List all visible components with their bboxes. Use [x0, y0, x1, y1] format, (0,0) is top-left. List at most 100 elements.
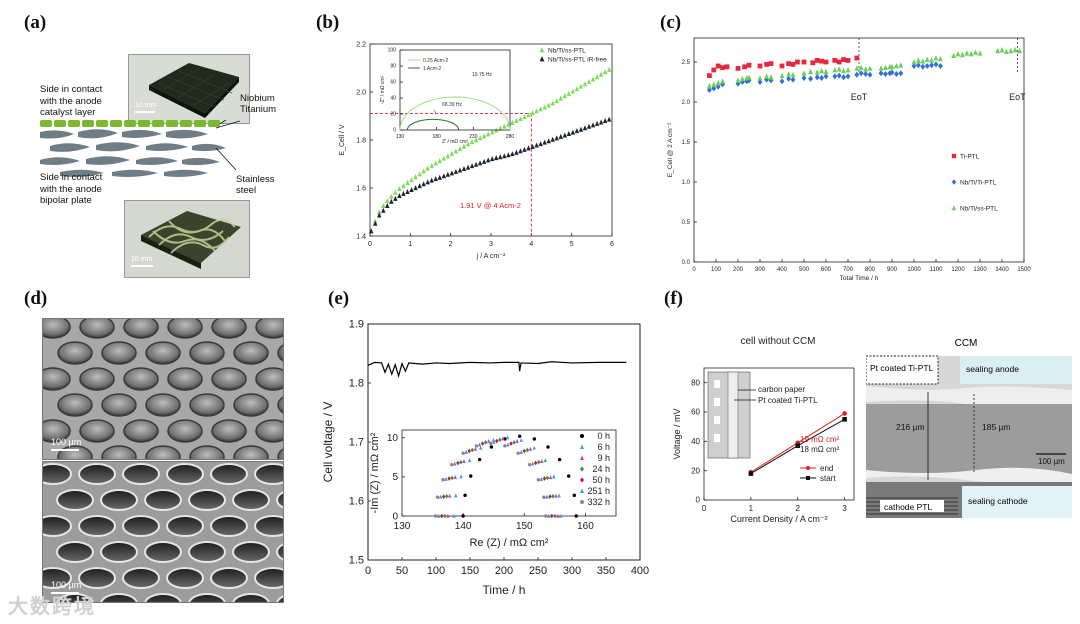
- sem-top-hole: [123, 319, 159, 339]
- f-ytick-label: 40: [691, 437, 700, 446]
- c-point: [883, 71, 888, 77]
- panel-label-c: (c): [660, 12, 682, 33]
- c-point: [715, 63, 721, 69]
- b-point: [570, 88, 576, 94]
- panel-label-d: (d): [24, 288, 48, 309]
- sem-bottom-hole: [166, 567, 204, 589]
- sem-top-hole: [101, 445, 137, 459]
- e-inset-series-2: [446, 436, 560, 518]
- f-ytick-label: 60: [691, 408, 700, 417]
- f-label-carbon-paper: carbon paper: [758, 385, 805, 394]
- sem-image-bottom: 100 µm: [42, 461, 284, 603]
- b-point: [550, 136, 555, 142]
- label-216um: 216 µm: [896, 422, 925, 432]
- e-inset-legend-label: 0 h: [597, 431, 610, 441]
- sem-bottom-hole: [144, 489, 182, 511]
- c-point: [707, 83, 712, 89]
- c-point: [977, 50, 983, 56]
- e-inset-point: [467, 458, 472, 463]
- b-point: [465, 164, 471, 170]
- b-point: [481, 133, 487, 139]
- sem-top-hole: [43, 367, 71, 391]
- b-point: [490, 129, 495, 135]
- b-point: [502, 123, 507, 129]
- b-point: [494, 155, 499, 161]
- sem-bottom-hole: [122, 567, 160, 589]
- c-point: [768, 74, 774, 80]
- e-inset-series-0: [461, 434, 578, 518]
- b-point: [590, 76, 596, 82]
- e-inset-point: [516, 451, 520, 455]
- sem-top-hole: [145, 393, 181, 417]
- c-point: [867, 71, 873, 78]
- sem-scale-label-top: 100 µm: [51, 437, 81, 447]
- c-point: [854, 65, 860, 71]
- e-inset-point: [491, 437, 496, 442]
- b-point: [490, 156, 495, 162]
- c-ytick-label: 2.5: [682, 60, 691, 66]
- e-inset-point: [495, 438, 499, 444]
- b-point: [534, 142, 539, 148]
- b-point: [586, 123, 592, 129]
- e-inset-xtick-label: 150: [516, 521, 533, 532]
- sem-bottom-hole: [188, 593, 226, 602]
- c-point: [1004, 48, 1009, 54]
- e-inset-point: [556, 513, 560, 518]
- e-main-xlabel: Time / h: [483, 583, 526, 597]
- b-inset-ytick-label: 0: [393, 128, 396, 134]
- b-point: [377, 212, 382, 218]
- c-point: [832, 58, 838, 63]
- b-series-0: [369, 66, 612, 234]
- c-point: [711, 67, 717, 73]
- c-point: [757, 79, 763, 85]
- c-point: [786, 75, 791, 82]
- b-inset-legend-label: 1 Acm-2: [423, 66, 442, 72]
- b-point: [526, 112, 531, 118]
- e-inset-point: [459, 474, 463, 479]
- sem-top-hole: [233, 393, 269, 417]
- e-inset-legend-marker: [580, 455, 584, 460]
- sem-bottom-hole: [254, 515, 283, 537]
- sem-top-hole: [211, 367, 247, 391]
- c-point: [823, 73, 829, 80]
- c-point: [883, 64, 888, 70]
- b-inset-xlabel: Z' / mΩ cm²: [442, 139, 468, 145]
- sem-top-hole: [123, 367, 159, 391]
- e-inset-point: [441, 494, 446, 499]
- b-inset-freq-2: 68.39 Hz: [442, 102, 463, 108]
- e-main-ytick-label: 1.8: [349, 378, 364, 390]
- c-point: [878, 65, 884, 71]
- b-point: [578, 126, 584, 132]
- b-point: [542, 104, 547, 110]
- b-inset-xtick-label: 180: [432, 134, 441, 140]
- e-inset-point: [467, 448, 471, 454]
- e-inset-point: [557, 493, 561, 498]
- c-point: [786, 71, 791, 77]
- c-xtick-label: 0: [692, 267, 696, 273]
- c-xtick-label: 1300: [973, 267, 987, 273]
- sem-top-hole: [167, 367, 203, 391]
- c-point: [898, 62, 904, 68]
- c-point: [795, 59, 800, 65]
- c-xtick-label: 200: [733, 267, 744, 273]
- b-point: [413, 174, 418, 180]
- c-point: [933, 61, 939, 68]
- sem-top-hole: [189, 341, 225, 365]
- b-main-xtick-label: 6: [610, 241, 614, 248]
- b-point: [461, 166, 467, 172]
- sem-top-hole: [233, 445, 269, 459]
- e-inset-point: [462, 459, 466, 464]
- sem-top-hole: [277, 396, 283, 414]
- e-inset-legend-marker: [580, 466, 584, 472]
- c-point: [968, 51, 974, 57]
- sem-top-hole: [79, 319, 115, 339]
- e-main-xtick-label: 50: [396, 565, 408, 577]
- e-inset-point: [533, 460, 538, 466]
- label-sealing-anode: sealing anode: [966, 364, 1019, 374]
- f-ytick-label: 0: [696, 496, 701, 505]
- c-point: [916, 57, 921, 63]
- f-ytick-label: 80: [691, 378, 700, 387]
- sem-top-hole: [79, 419, 115, 443]
- c-point: [973, 49, 978, 55]
- b-inset-legend-label: 0.25 Acm-2: [423, 58, 449, 64]
